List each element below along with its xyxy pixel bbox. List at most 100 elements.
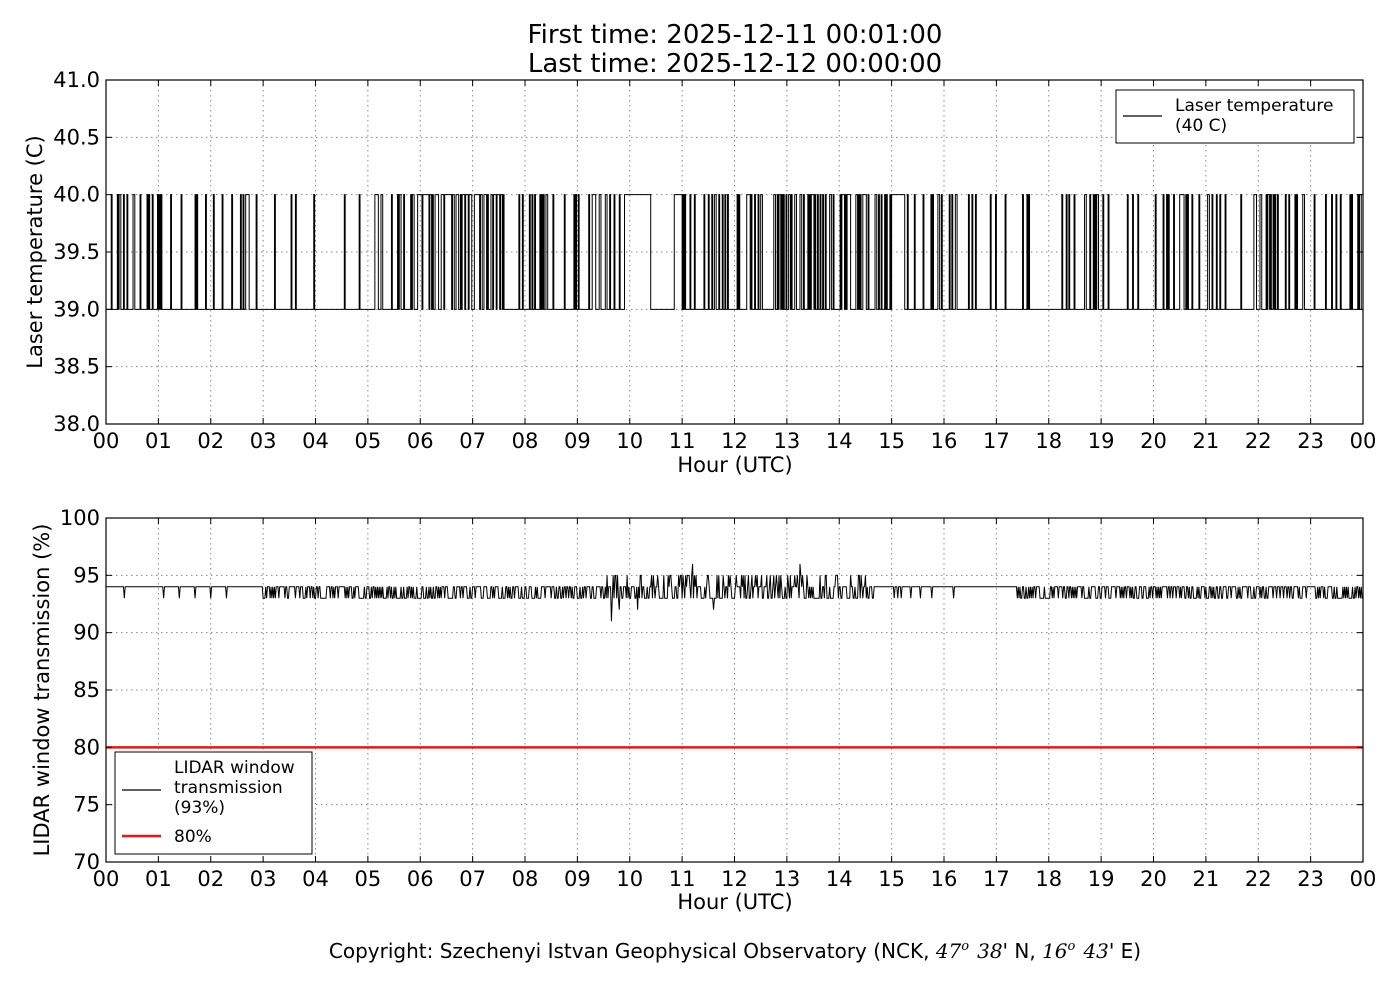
laser-temperature-y-tick-label: 38.0 xyxy=(53,412,100,436)
laser-temperature-x-tick-label: 10 xyxy=(616,429,643,453)
laser-temperature-x-tick-label: 17 xyxy=(983,429,1010,453)
laser-temperature-x-ticks: 00 01 02 03 04 05 06 07 08 09 10 11 12 13 14 15 16 17 18 19… xyxy=(93,80,1376,453)
longitude-degree-mark: o xyxy=(1068,939,1076,954)
laser-temperature-x-tick-label: 12 xyxy=(721,429,748,453)
latitude-degree-mark: o xyxy=(961,939,969,954)
lidar-transmission-y-tick-label: 75 xyxy=(73,793,100,817)
longitude-minutes: 43 xyxy=(1082,939,1108,963)
laser-temperature-x-tick-label: 04 xyxy=(302,429,329,453)
laser-temperature-y-tick-label: 38.5 xyxy=(53,355,100,379)
laser-temperature-x-tick-label: 22 xyxy=(1245,429,1272,453)
laser-temperature-x-tick-label: 07 xyxy=(459,429,486,453)
laser-temperature-line xyxy=(106,194,1363,310)
lidar-transmission-x-tick-label: 11 xyxy=(669,867,696,891)
lidar-transmission-y-ticks: 70 75 80 85 90 95 100 xyxy=(60,506,1363,874)
lidar-legend-line: (93%) xyxy=(174,798,225,818)
laser-temperature-panel: 00 01 02 03 04 05 06 07 08 09 10 11 12 13 14 15 16 17 18 19… xyxy=(23,68,1376,477)
lidar-transmission-x-tick-label: 20 xyxy=(1140,867,1167,891)
laser-temperature-legend: Laser temperature (40 C) xyxy=(1115,89,1355,144)
lidar-transmission-x-tick-label: 18 xyxy=(1035,867,1062,891)
laser-temperature-x-tick-label: 05 xyxy=(355,429,382,453)
laser-temperature-legend-label: Laser temperature (40 C) xyxy=(1175,96,1333,136)
lidar-transmission-x-axis-label: Hour (UTC) xyxy=(677,890,792,914)
laser-temperature-series xyxy=(106,194,1363,310)
laser-temperature-x-tick-label: 01 xyxy=(145,429,172,453)
lidar-transmission-x-tick-label: 01 xyxy=(145,867,172,891)
lidar-transmission-y-tick-label: 70 xyxy=(73,850,100,874)
lidar-transmission-x-tick-label: 04 xyxy=(302,867,329,891)
lidar-transmission-x-tick-label: 07 xyxy=(459,867,486,891)
laser-temperature-x-axis-label: Hour (UTC) xyxy=(677,453,792,477)
laser-temperature-y-tick-label: 39.0 xyxy=(53,297,100,321)
lidar-transmission-x-tick-label: 06 xyxy=(407,867,434,891)
lidar-transmission-panel: 00 01 02 03 04 05 06 07 08 09 10 11 12 13 14 15 16 17 18 19… xyxy=(30,506,1376,914)
laser-temperature-x-tick-label: 19 xyxy=(1088,429,1115,453)
lidar-legend-line: LIDAR window xyxy=(174,758,295,778)
lidar-transmission-x-tick-label: 00 xyxy=(1350,867,1377,891)
chart-title-line-2: Last time: 2025-12-12 00:00:00 xyxy=(528,49,942,79)
lidar-transmission-x-tick-label: 17 xyxy=(983,867,1010,891)
lidar-transmission-x-tick-label: 12 xyxy=(721,867,748,891)
laser-temperature-x-tick-label: 13 xyxy=(774,429,801,453)
laser-temperature-x-tick-label: 03 xyxy=(250,429,277,453)
lidar-transmission-legend: LIDAR window transmission (93%) 80% xyxy=(114,751,313,855)
lidar-transmission-x-tick-label: 08 xyxy=(512,867,539,891)
lidar-transmission-y-axis-label: LIDAR window transmission (%) xyxy=(30,524,54,857)
laser-temperature-legend-line: Laser temperature xyxy=(1175,96,1333,116)
lidar-transmission-x-tick-label: 05 xyxy=(355,867,382,891)
laser-temperature-x-tick-label: 20 xyxy=(1140,429,1167,453)
threshold-legend-label: 80% xyxy=(174,827,212,847)
laser-temperature-y-tick-label: 40.5 xyxy=(53,125,100,149)
laser-temperature-x-tick-label: 14 xyxy=(826,429,853,453)
laser-temperature-x-tick-label: 21 xyxy=(1193,429,1220,453)
laser-temperature-x-tick-label: 18 xyxy=(1035,429,1062,453)
lidar-transmission-x-tick-label: 23 xyxy=(1297,867,1324,891)
lidar-legend-line: transmission xyxy=(174,778,283,798)
lidar-transmission-x-tick-label: 16 xyxy=(931,867,958,891)
lidar-transmission-y-tick-label: 90 xyxy=(73,621,100,645)
lidar-transmission-x-tick-label: 13 xyxy=(774,867,801,891)
lidar-transmission-x-tick-label: 09 xyxy=(564,867,591,891)
lidar-transmission-x-tick-label: 02 xyxy=(197,867,224,891)
latitude-suffix: ' N, xyxy=(1003,939,1043,963)
laser-temperature-y-tick-label: 40.0 xyxy=(53,183,100,207)
lidar-transmission-x-tick-label: 10 xyxy=(616,867,643,891)
chart-title-line-1: First time: 2025-12-11 00:01:00 xyxy=(528,20,943,50)
laser-temperature-x-tick-label: 09 xyxy=(564,429,591,453)
latitude-minutes: 38 xyxy=(977,939,1002,963)
lidar-transmission-x-tick-label: 14 xyxy=(826,867,853,891)
lidar-transmission-x-tick-label: 15 xyxy=(878,867,905,891)
laser-temperature-x-tick-label: 06 xyxy=(407,429,434,453)
laser-temperature-x-tick-label: 23 xyxy=(1297,429,1324,453)
laser-temperature-legend-line: (40 C) xyxy=(1175,116,1227,136)
lidar-transmission-y-tick-label: 95 xyxy=(73,563,100,587)
lidar-transmission-x-tick-label: 22 xyxy=(1245,867,1272,891)
laser-temperature-x-tick-label: 11 xyxy=(669,429,696,453)
lidar-transmission-x-tick-label: 03 xyxy=(250,867,277,891)
lidar-transmission-x-tick-label: 19 xyxy=(1088,867,1115,891)
copyright-footer: Copyright: Szechenyi Istvan Geophysical … xyxy=(329,939,1141,963)
lidar-transmission-series xyxy=(106,563,1363,622)
lidar-transmission-x-ticks: 00 01 02 03 04 05 06 07 08 09 10 11 12 13 14 15 16 17 18 19… xyxy=(93,518,1377,891)
laser-temperature-y-tick-label: 39.5 xyxy=(53,240,100,264)
laser-temperature-x-tick-label: 15 xyxy=(878,429,905,453)
lidar-legend-label: LIDAR window transmission (93%) xyxy=(174,758,295,818)
laser-temperature-x-tick-label: 16 xyxy=(931,429,958,453)
lidar-transmission-line xyxy=(106,563,1363,622)
longitude-degrees: 16 xyxy=(1042,939,1068,963)
lidar-transmission-y-tick-label: 80 xyxy=(73,735,100,759)
longitude-suffix: ' E) xyxy=(1109,939,1141,963)
laser-temperature-y-ticks: 38.0 38.5 39.0 39.5 40.0 40.5 41.0 xyxy=(53,68,1363,436)
laser-temperature-y-tick-label: 41.0 xyxy=(53,68,100,92)
lidar-transmission-y-tick-label: 100 xyxy=(60,506,100,530)
laser-temperature-x-tick-label: 08 xyxy=(512,429,539,453)
lidar-transmission-y-tick-label: 85 xyxy=(73,678,100,702)
lidar-transmission-x-tick-label: 21 xyxy=(1193,867,1220,891)
laser-temperature-y-axis-label: Laser temperature (C) xyxy=(23,135,47,368)
lidar-transmission-x-tick-label: 00 xyxy=(93,867,120,891)
latitude-degrees: 47 xyxy=(935,939,962,963)
laser-temperature-x-tick-label: 02 xyxy=(197,429,224,453)
laser-temperature-x-tick-label: 00 xyxy=(93,429,120,453)
copyright-prefix: Copyright: Szechenyi Istvan Geophysical … xyxy=(329,939,936,963)
